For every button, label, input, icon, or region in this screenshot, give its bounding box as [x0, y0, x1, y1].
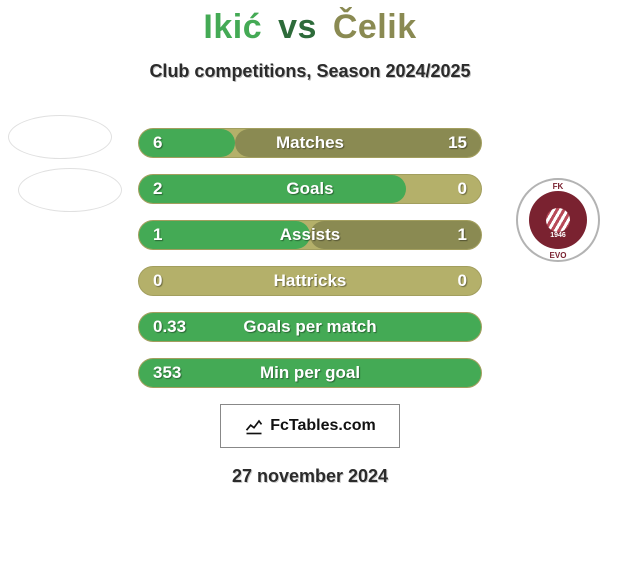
stat-value-left: 0: [153, 271, 162, 291]
player1-name: Ikić: [203, 8, 262, 46]
club-year: 1946: [550, 232, 566, 239]
stat-value-left: 353: [153, 363, 181, 383]
brand-text: FcTables.com: [270, 417, 376, 435]
stat-value-left: 2: [153, 179, 162, 199]
stats-bars: Matches615Goals20Assists11Hattricks00Goa…: [138, 128, 482, 388]
stat-label: Goals per match: [243, 317, 376, 337]
vs-text: vs: [278, 8, 317, 46]
player2-name: Čelik: [333, 8, 417, 46]
stat-label: Hattricks: [274, 271, 347, 291]
stat-fill-right: [235, 129, 481, 157]
stat-row: Matches 6 15: [138, 128, 482, 158]
stat-label: Min per goal: [260, 363, 360, 383]
stat-label: Goals: [286, 179, 333, 199]
stat-value-right: 1: [458, 225, 467, 245]
stat-fill-left: [139, 175, 406, 203]
stat-label: Assists: [280, 225, 340, 245]
snapshot-date: 27 november 2024: [0, 466, 620, 487]
stat-value-left: 0.33: [153, 317, 186, 337]
player1-badge-placeholder-2: [18, 168, 122, 212]
page-title: Ikić vs Čelik: [0, 8, 620, 47]
stat-row: Assists 1 1: [138, 220, 482, 250]
stat-row: Goals 2 0: [138, 174, 482, 204]
stat-label: Matches: [276, 133, 344, 153]
volleyball-icon: [546, 208, 570, 232]
stat-row: Hattricks 0 0: [138, 266, 482, 296]
club-text-bottom: EVO: [550, 251, 567, 260]
chart-icon: [244, 416, 264, 436]
stat-row: Goals per match 0.33: [138, 312, 482, 342]
comparison-card: Ikić vs Čelik Club competitions, Season …: [0, 0, 620, 580]
subtitle: Club competitions, Season 2024/2025: [0, 61, 620, 82]
stat-value-right: 0: [458, 179, 467, 199]
stat-value-right: 15: [448, 133, 467, 153]
brand-badge: FcTables.com: [220, 404, 400, 448]
stat-value-left: 1: [153, 225, 162, 245]
club-badge-inner: 1946: [529, 191, 587, 249]
stat-value-right: 0: [458, 271, 467, 291]
stat-row: Min per goal 353: [138, 358, 482, 388]
player2-club-badge: FK 1946 EVO: [516, 178, 600, 262]
player1-badge-placeholder: [8, 115, 112, 159]
stat-value-left: 6: [153, 133, 162, 153]
